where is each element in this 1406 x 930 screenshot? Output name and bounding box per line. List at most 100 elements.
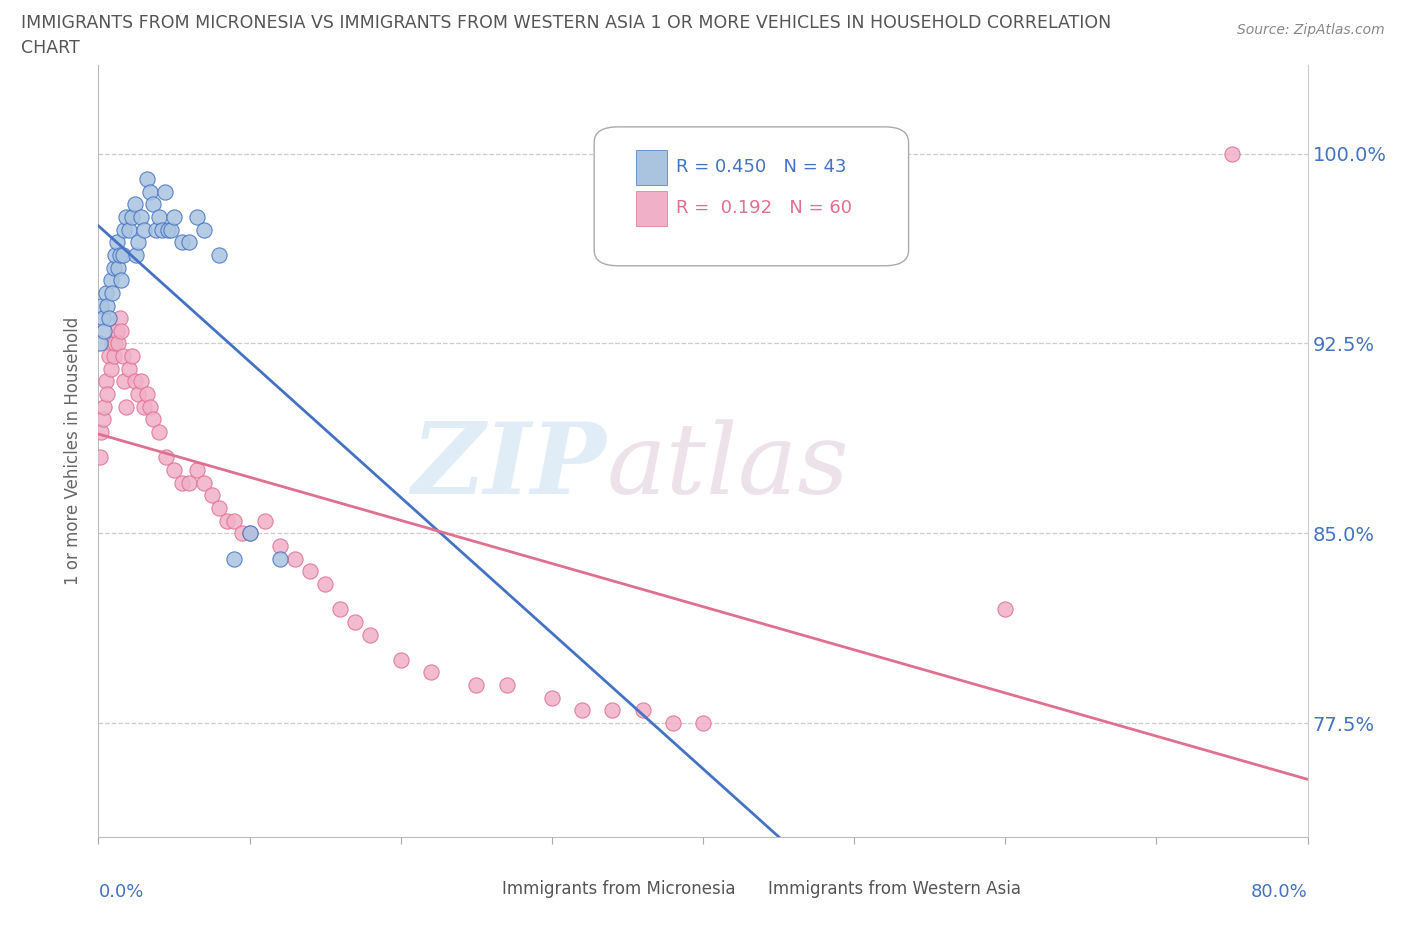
Point (239, 525, 262, 540)
Point (124, 197, 146, 212)
Point (465, 678, 488, 693)
Point (170, 475, 193, 490)
Text: IMMIGRANTS FROM MICRONESIA VS IMMIGRANTS FROM WESTERN ASIA 1 OR MORE VEHICLES IN: IMMIGRANTS FROM MICRONESIA VS IMMIGRANTS… (21, 14, 1111, 32)
Point (91, 412, 114, 427)
Text: CHART: CHART (21, 39, 80, 57)
Point (101, 286, 124, 300)
Point (193, 475, 215, 490)
Text: 80.0%: 80.0% (1251, 883, 1308, 900)
Point (89, 336, 111, 351)
Point (107, 336, 129, 351)
Point (135, 171, 157, 186)
Point (208, 500, 231, 515)
Point (139, 399, 162, 414)
Point (186, 462, 208, 477)
Point (495, 678, 517, 693)
Point (661, 716, 683, 731)
Point (100, 362, 122, 377)
Point (142, 197, 165, 212)
Point (94, 374, 117, 389)
Point (201, 488, 224, 503)
Point (132, 222, 155, 237)
Point (193, 222, 215, 237)
Point (129, 209, 152, 224)
Point (163, 462, 186, 477)
Point (129, 374, 152, 389)
Point (360, 627, 382, 642)
Point (179, 234, 201, 249)
Point (107, 260, 129, 275)
Point (98, 311, 121, 325)
Point (314, 577, 336, 591)
Point (145, 222, 167, 237)
Point (631, 703, 654, 718)
Point (105, 234, 128, 249)
Point (112, 374, 135, 389)
Point (93, 399, 115, 414)
Point (344, 615, 367, 630)
FancyBboxPatch shape (637, 191, 666, 226)
Text: Immigrants from Micronesia: Immigrants from Micronesia (502, 881, 735, 898)
Point (224, 513, 246, 528)
Point (108, 247, 131, 262)
Point (163, 209, 186, 224)
Point (89, 450, 111, 465)
Point (135, 387, 157, 402)
Point (110, 324, 132, 339)
Text: R =  0.192   N = 60: R = 0.192 N = 60 (676, 199, 852, 217)
Point (284, 551, 307, 566)
Point (156, 222, 179, 237)
Point (540, 690, 562, 705)
Point (96, 299, 118, 313)
Point (103, 260, 125, 275)
Point (253, 513, 276, 528)
Point (155, 450, 177, 465)
Point (101, 336, 124, 351)
Point (112, 222, 135, 237)
Point (124, 374, 146, 389)
Point (420, 665, 443, 680)
Text: Source: ZipAtlas.com: Source: ZipAtlas.com (1237, 23, 1385, 37)
FancyBboxPatch shape (740, 879, 761, 900)
Point (96, 387, 118, 402)
Point (224, 551, 246, 566)
Text: Immigrants from Western Asia: Immigrants from Western Asia (768, 881, 1021, 898)
Point (160, 222, 183, 237)
FancyBboxPatch shape (595, 126, 908, 266)
Point (994, 602, 1017, 617)
Point (108, 311, 131, 325)
Point (110, 272, 132, 287)
Point (179, 475, 201, 490)
Point (150, 222, 173, 237)
Point (269, 551, 291, 566)
Point (239, 525, 262, 540)
Point (127, 234, 149, 249)
Point (93, 324, 115, 339)
Point (148, 209, 170, 224)
Point (329, 602, 352, 617)
Point (105, 324, 128, 339)
Point (114, 399, 136, 414)
Point (153, 184, 176, 199)
Point (111, 247, 134, 262)
Point (389, 653, 412, 668)
Point (121, 209, 143, 224)
Point (104, 247, 127, 262)
Point (104, 336, 127, 351)
Point (231, 525, 253, 540)
Point (142, 412, 165, 427)
Point (118, 362, 141, 377)
Point (118, 222, 141, 237)
Point (139, 184, 162, 199)
Point (692, 716, 714, 731)
Text: atlas: atlas (606, 418, 849, 514)
Point (208, 247, 231, 262)
Text: R = 0.450   N = 43: R = 0.450 N = 43 (676, 158, 846, 176)
Point (127, 387, 149, 402)
Point (602, 703, 624, 718)
Point (100, 272, 122, 287)
FancyBboxPatch shape (474, 879, 495, 900)
Point (103, 349, 125, 364)
Point (132, 399, 155, 414)
Point (1220, 146, 1243, 161)
